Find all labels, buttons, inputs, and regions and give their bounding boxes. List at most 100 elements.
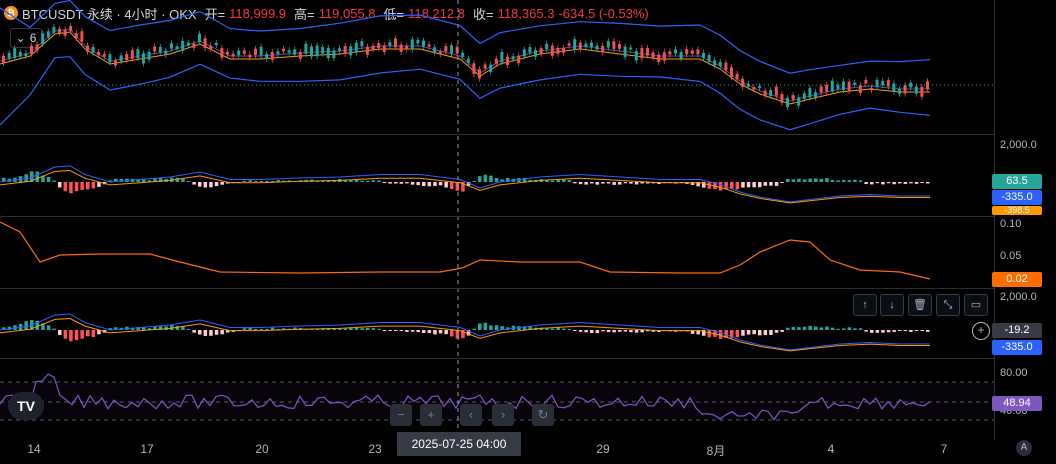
- macd1-bar: [80, 182, 84, 190]
- macd2-bar: [427, 330, 432, 334]
- macd1-bar: [410, 182, 415, 185]
- macd1-axis-label: 2,000.0: [1000, 139, 1037, 151]
- candle-body: [752, 86, 756, 90]
- indicator-toggle[interactable]: ⌄ 6: [10, 28, 42, 48]
- pane-separator[interactable]: [0, 288, 994, 289]
- macd1-bar: [584, 182, 588, 185]
- macd1-bar: [209, 182, 213, 188]
- x-axis-label: 14: [27, 442, 41, 456]
- macd2-bar: [382, 330, 387, 331]
- macd2-bar: [707, 330, 712, 338]
- x-axis-label: 20: [255, 442, 269, 456]
- tradingview-logo[interactable]: TV: [8, 392, 44, 420]
- candle-body: [315, 45, 319, 57]
- chevron-down-icon: ⌄: [15, 31, 26, 45]
- macd1-bar: [226, 182, 230, 184]
- macd2-axis-label: 2,000.0: [1000, 291, 1037, 303]
- candle-body: [349, 46, 353, 56]
- trash-icon[interactable]: 🗑: [908, 294, 932, 316]
- candle-body: [158, 46, 162, 53]
- candle-body: [181, 40, 185, 51]
- candle-body: [80, 31, 84, 42]
- auto-scale-icon[interactable]: A: [1016, 440, 1032, 456]
- candle-body: [170, 43, 173, 49]
- candle-body: [310, 46, 313, 57]
- candle-body: [685, 49, 689, 55]
- macd1-bar: [438, 182, 443, 186]
- candle-body: [573, 39, 577, 51]
- macd2-bar: [52, 328, 56, 330]
- candle-body: [102, 53, 106, 57]
- candle-body: [438, 51, 442, 55]
- candle-body: [186, 42, 190, 46]
- low-label: 低=: [383, 6, 405, 22]
- macd1-bar: [870, 182, 874, 185]
- macd2-bar: [63, 330, 68, 339]
- macd2-bar: [590, 330, 594, 334]
- vol-tag: 0.02: [992, 272, 1042, 287]
- macd2-bar: [360, 328, 364, 330]
- pane-separator[interactable]: [0, 134, 994, 135]
- collapse-icon[interactable]: ⤡: [936, 294, 960, 316]
- crosshair-time-label: 2025-07-25 04:00: [397, 432, 521, 456]
- macd2-bar: [209, 330, 213, 336]
- symbol-title[interactable]: BTCUSDT 永续 · 4小时 · OKX: [22, 6, 197, 22]
- candle-body: [618, 44, 621, 49]
- macd2-bar: [455, 330, 460, 339]
- zoom-in-icon[interactable]: +: [420, 404, 442, 426]
- macd1-bar: [466, 182, 471, 186]
- candle-body: [858, 85, 862, 94]
- macd2-bar: [114, 327, 118, 330]
- macd2-hist-tag: -19.2: [992, 323, 1042, 338]
- candle-body: [164, 50, 168, 56]
- maximize-icon[interactable]: ▭: [964, 294, 988, 316]
- macd2-bar: [186, 328, 191, 330]
- macd2-bar: [438, 330, 443, 334]
- macd2-bar: [696, 330, 700, 335]
- macd1-bar: [114, 178, 118, 182]
- macd1-bar: [472, 181, 476, 182]
- add-indicator-icon[interactable]: +: [972, 322, 990, 340]
- macd2-bar: [405, 330, 409, 332]
- macd1-bar: [774, 182, 779, 186]
- macd1-bar: [63, 182, 68, 192]
- candle-body: [354, 42, 358, 53]
- candle-body: [791, 95, 795, 100]
- macd1-signal-tag: -398.5: [992, 206, 1042, 215]
- macd2-bar: [377, 328, 381, 330]
- price-axis[interactable]: [994, 0, 1056, 440]
- macd2-bar: [58, 330, 62, 336]
- candle-body: [870, 87, 873, 91]
- candle-body: [24, 53, 28, 57]
- macd1-bar: [254, 181, 258, 182]
- zoom-out-icon[interactable]: −: [390, 404, 412, 426]
- candle-body: [690, 50, 694, 54]
- macd1-bar: [903, 182, 908, 184]
- candle-body: [343, 46, 347, 54]
- macd1-bar: [52, 180, 56, 182]
- scroll-right-icon[interactable]: ›: [492, 404, 514, 426]
- reset-icon[interactable]: ↻: [532, 404, 554, 426]
- macd2-bar: [746, 330, 751, 335]
- arrow-up-icon[interactable]: ↑: [853, 294, 877, 316]
- macd2-bar: [646, 330, 650, 332]
- pane-separator[interactable]: [0, 358, 994, 359]
- rsi-line: [0, 373, 931, 421]
- scroll-left-icon[interactable]: ‹: [460, 404, 482, 426]
- candle-body: [444, 46, 448, 52]
- candle-body: [842, 81, 845, 90]
- arrow-down-icon[interactable]: ↓: [880, 294, 904, 316]
- candle-body: [304, 43, 308, 54]
- macd2-bar: [192, 330, 196, 333]
- macd2-bar: [388, 330, 392, 331]
- macd1-bar: [416, 182, 420, 186]
- macd2-bar: [730, 330, 734, 339]
- candle-body: [668, 51, 672, 55]
- chart-canvas[interactable]: [0, 0, 994, 432]
- macd1-bar: [427, 182, 432, 187]
- candle-body: [629, 47, 633, 50]
- candle-body: [366, 46, 369, 55]
- macd2-bar: [825, 326, 829, 330]
- pane-separator[interactable]: [0, 216, 994, 217]
- macd1-bar: [46, 176, 51, 182]
